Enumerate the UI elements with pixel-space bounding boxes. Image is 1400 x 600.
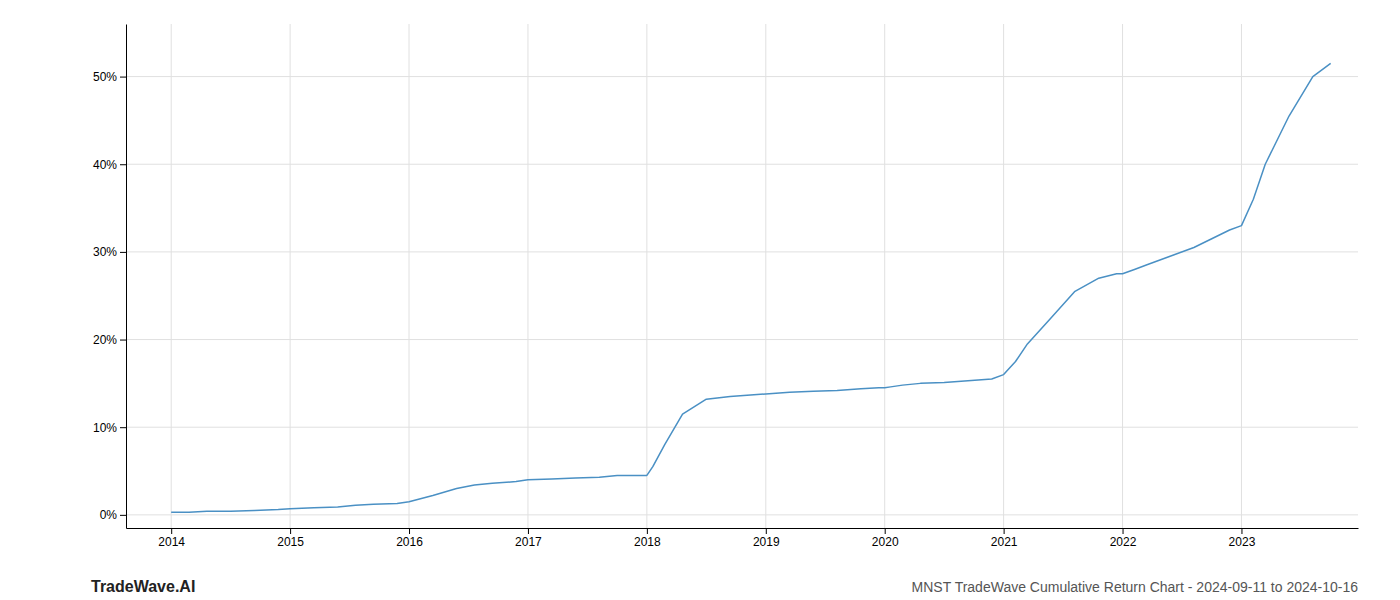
x-tick-label: 2021 [991, 535, 1018, 549]
x-tick-label: 2015 [277, 535, 304, 549]
x-tick-label: 2020 [872, 535, 899, 549]
y-tick-mark [120, 427, 126, 428]
x-tick: 2019 [753, 528, 780, 549]
grid-line-x [765, 24, 766, 528]
x-tick-mark [1123, 528, 1124, 534]
grid-line-x [1003, 24, 1004, 528]
x-tick-mark [409, 528, 410, 534]
x-tick: 2015 [277, 528, 304, 549]
watermark: TradeWave.AI [91, 578, 195, 595]
chart: 2014 2015 2016 2017 2018 2019 2020 2021 2022 2023… [0, 0, 1400, 600]
x-tick-label: 2023 [1229, 535, 1256, 549]
x-tick: 2023 [1229, 528, 1256, 549]
grid-line-x [527, 24, 528, 528]
grid-line-x [409, 24, 410, 528]
grid-line-y [126, 251, 1358, 252]
y-tick-mark [120, 164, 126, 165]
x-tick-label: 2019 [753, 535, 780, 549]
y-tick-label: 40% [93, 158, 117, 172]
line [171, 63, 1330, 512]
x-tick-mark [647, 528, 648, 534]
x-tick: 2020 [872, 528, 899, 549]
y-tick-label: 50% [93, 70, 117, 84]
grid-line-x [646, 24, 647, 528]
x-tick-label: 2014 [158, 535, 185, 549]
grid-line-x [1241, 24, 1242, 528]
grid-line-x [171, 24, 172, 528]
x-tick-mark [1241, 528, 1242, 534]
x-tick: 2021 [991, 528, 1018, 549]
x-tick-mark [766, 528, 767, 534]
y-tick: 30% [93, 245, 126, 259]
x-tick-label: 2022 [1110, 535, 1137, 549]
x-tick-mark [1004, 528, 1005, 534]
y-tick-label: 10% [93, 421, 117, 435]
grid-line-x [1122, 24, 1123, 528]
y-tick-label: 0% [100, 508, 118, 522]
grid-line-y [126, 427, 1358, 428]
x-tick: 2022 [1110, 528, 1137, 549]
y-tick-label: 20% [93, 333, 117, 347]
grid-line-x [884, 24, 885, 528]
y-tick-label: 30% [93, 245, 117, 259]
grid-line-y [126, 514, 1358, 515]
grid-line-y [126, 164, 1358, 165]
y-tick: 10% [93, 421, 126, 435]
y-tick-mark [120, 340, 126, 341]
y-tick-mark [120, 515, 126, 516]
x-tick-mark [290, 528, 291, 534]
plot-area: 2014 2015 2016 2017 2018 2019 2020 2021 2022 2023… [93, 24, 1359, 549]
x-axis-line [127, 528, 1359, 529]
x-tick: 2017 [515, 528, 542, 549]
x-tick-mark [171, 528, 172, 534]
x-tick: 2016 [396, 528, 423, 549]
marks [171, 63, 1330, 512]
y-tick: 0% [100, 508, 126, 522]
y-tick-mark [120, 77, 126, 78]
y-tick: 20% [93, 333, 126, 347]
grid-line-x [290, 24, 291, 528]
y-tick: 40% [93, 158, 126, 172]
y-axis-line [126, 25, 127, 529]
grid-line-y [126, 76, 1358, 77]
x-tick-mark [885, 528, 886, 534]
x-tick-label: 2017 [515, 535, 542, 549]
x-axis: 2014 2015 2016 2017 2018 2019 2020 2021 2022 2023 [127, 528, 1359, 549]
x-tick-mark [528, 528, 529, 534]
x-tick-label: 2016 [396, 535, 423, 549]
grid-line-y [126, 339, 1358, 340]
x-tick-label: 2018 [634, 535, 661, 549]
title: MNST TradeWave Cumulative Return Chart -… [912, 579, 1359, 595]
x-tick: 2018 [634, 528, 661, 549]
grid [126, 24, 1358, 528]
y-tick: 50% [93, 70, 126, 84]
background [0, 0, 1400, 600]
y-tick-mark [120, 252, 126, 253]
y-axis: 0% 10% 20% 30% 40% 50% [93, 25, 127, 529]
x-tick: 2014 [158, 528, 185, 549]
